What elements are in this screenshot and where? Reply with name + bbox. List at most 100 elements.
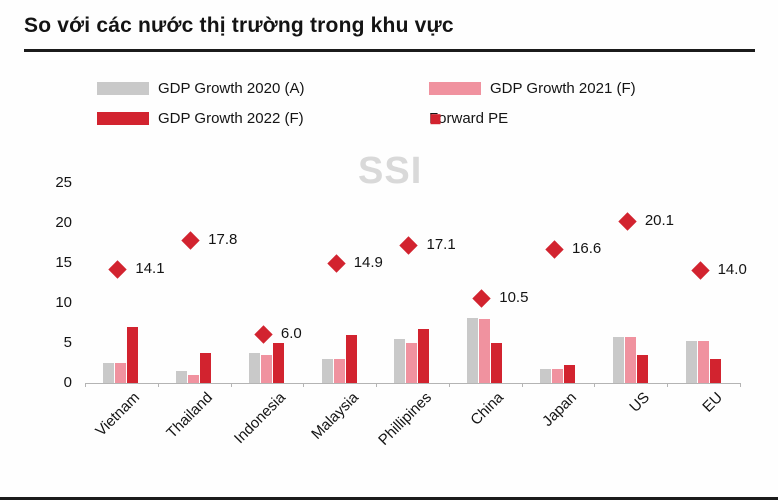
forward-pe-value: 20.1 <box>644 212 675 230</box>
bar-series-3 <box>564 364 576 383</box>
x-tick-mark <box>594 383 596 387</box>
forward-pe-diamond <box>472 289 491 308</box>
bar-series-2 <box>479 319 491 383</box>
x-category-label: Malaysia <box>307 389 362 443</box>
bar-series-2 <box>333 359 345 383</box>
forward-pe-diamond <box>690 261 710 280</box>
forward-pe-value: 6.0 <box>280 325 302 342</box>
x-tick-mark <box>521 383 523 387</box>
forward-pe-value: 14.1 <box>135 260 165 278</box>
bar-group: 10.5 <box>449 183 528 383</box>
legend-swatch <box>97 112 149 125</box>
x-tick-mark <box>376 383 378 387</box>
bar-series-3 <box>272 343 284 383</box>
x-tick-mark <box>303 383 305 387</box>
title-divider <box>24 49 755 52</box>
forward-pe-diamond <box>545 240 564 259</box>
bar-series-2 <box>552 369 564 383</box>
bar-series-3 <box>636 355 648 383</box>
bar-series-1 <box>612 337 624 383</box>
x-tick-mark <box>85 383 86 387</box>
bar-series-1 <box>176 371 188 383</box>
bar-series-1 <box>321 359 333 383</box>
y-tick-label: 20 <box>55 214 72 231</box>
x-category-label: Thailand <box>163 389 217 442</box>
plot-area: 14.1 17.8 6.0 14.9 17.1 10.5 16.6 20.1 14.0 <box>85 183 747 387</box>
legend-item: GDP Growth 2021 (F) <box>429 80 636 97</box>
legend-item: GDP Growth 2022 (F) <box>97 110 429 127</box>
legend-label: GDP Growth 2022 (F) <box>158 110 304 127</box>
x-axis-labels: Vietnam Thailand Indonesia Malaysia Phillipi… <box>85 389 740 489</box>
x-category-label: US <box>626 389 653 416</box>
forward-pe-diamond <box>399 236 419 255</box>
bar-group: 14.0 <box>667 183 747 383</box>
forward-pe-diamond-icon <box>430 113 441 124</box>
x-category-label: EU <box>698 389 726 416</box>
bar-group: 17.1 <box>376 183 456 383</box>
bar-series-2 <box>115 363 127 383</box>
bar-series-2 <box>406 343 418 383</box>
bar-group: 16.6 <box>522 183 601 383</box>
y-tick-label: 5 <box>63 334 72 351</box>
y-tick-label: 0 <box>63 374 72 391</box>
bar-series-2 <box>624 337 636 383</box>
bar-series-1 <box>685 341 697 383</box>
bar-series-3 <box>491 343 503 383</box>
y-tick-label: 15 <box>55 254 72 271</box>
forward-pe-diamond <box>108 260 128 279</box>
forward-pe-diamond <box>618 212 637 231</box>
bar-series-2 <box>260 355 272 383</box>
y-tick-label: 10 <box>55 294 72 311</box>
x-category-label: Japan <box>539 389 581 430</box>
y-axis: 0 5 10 15 20 25 <box>30 174 72 391</box>
bar-series-3 <box>200 353 212 383</box>
bar-group: 20.1 <box>594 183 674 383</box>
x-tick-mark <box>740 383 741 387</box>
bar-series-3 <box>127 327 139 383</box>
legend-label: GDP Growth 2021 (F) <box>490 80 636 97</box>
page-title: So với các nước thị trường trong khu vực <box>24 14 454 37</box>
forward-pe-value: 14.0 <box>717 261 747 278</box>
bar-series-3 <box>709 359 721 383</box>
bar-series-1 <box>394 339 406 383</box>
bar-series-3 <box>418 329 430 383</box>
legend-label: Forward PE <box>429 110 509 127</box>
ssi-watermark: SSI <box>358 150 423 192</box>
bar-group: 14.9 <box>303 183 383 383</box>
legend-swatch <box>97 82 149 95</box>
forward-pe-value: 10.5 <box>499 289 529 306</box>
bar-group: 14.1 <box>85 183 165 383</box>
bar-series-1 <box>467 318 479 383</box>
bar-series-2 <box>697 341 709 383</box>
footer-divider <box>0 497 778 500</box>
forward-pe-diamond <box>254 325 273 344</box>
bar-series-2 <box>188 375 200 383</box>
bar-series-3 <box>345 335 357 383</box>
y-tick-label: 25 <box>55 174 72 191</box>
bar-series-1 <box>248 353 260 383</box>
legend-label: GDP Growth 2020 (A) <box>158 80 305 97</box>
bar-series-1 <box>103 363 115 383</box>
bar-series-1 <box>540 368 552 383</box>
x-tick-mark <box>448 383 450 387</box>
bar-group: 17.8 <box>158 183 237 383</box>
forward-pe-value: 16.6 <box>572 240 602 258</box>
forward-pe-value: 17.1 <box>426 236 456 254</box>
x-tick-mark <box>157 383 159 387</box>
legend-item: GDP Growth 2020 (A) <box>97 80 429 97</box>
forward-pe-value: 14.9 <box>353 253 383 271</box>
legend-swatch <box>429 82 481 95</box>
bar-group: 6.0 <box>231 183 304 383</box>
x-category-label: Indonesia <box>230 389 289 448</box>
forward-pe-value: 17.8 <box>208 230 238 248</box>
forward-pe-diamond <box>181 230 200 250</box>
legend: GDP Growth 2020 (A) GDP Growth 2021 (F) GD… <box>97 80 636 127</box>
x-category-label: Phillipines <box>374 389 435 449</box>
legend-item: Forward PE <box>429 110 636 127</box>
x-category-label: China <box>467 389 508 429</box>
x-tick-mark <box>667 383 669 387</box>
forward-pe-diamond <box>327 254 346 273</box>
x-tick-mark <box>230 383 232 387</box>
x-category-label: Vietnam <box>92 389 144 440</box>
